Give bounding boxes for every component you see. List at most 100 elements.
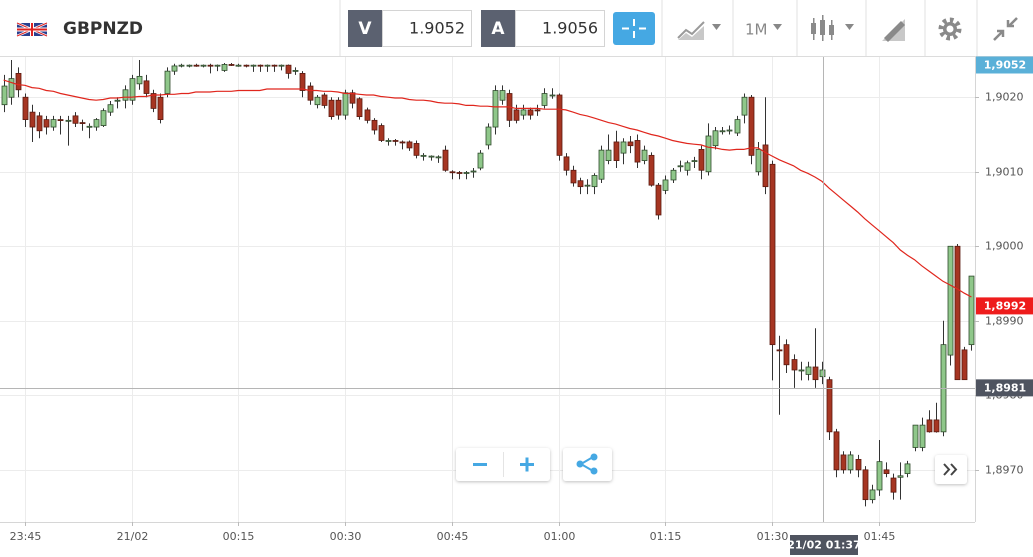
- candle-body: [855, 459, 862, 471]
- candle-body: [114, 99, 121, 102]
- y-tick-label: 1,8970: [985, 464, 1024, 477]
- bid-button[interactable]: V 1.9052: [348, 10, 472, 47]
- y-tick-label: 1,9010: [985, 166, 1024, 179]
- x-tick-label: 01:30: [757, 530, 789, 543]
- candle-body: [591, 175, 598, 188]
- price-markers: 1,9052 1,8992 1,8981: [976, 56, 1033, 397]
- candle-body: [534, 109, 541, 112]
- candle-body: [819, 369, 826, 378]
- candle-body: [705, 135, 712, 173]
- price-marker: [976, 297, 1033, 315]
- candle-body: [570, 169, 577, 184]
- candle-body: [79, 122, 86, 124]
- candle-body: [677, 165, 684, 168]
- candle-body: [527, 109, 534, 116]
- price-marker-label: 1,8992: [984, 299, 1026, 312]
- candle-body: [741, 96, 748, 116]
- candle-body: [349, 92, 356, 104]
- zoom-out-button[interactable]: [456, 448, 503, 481]
- candle-body: [65, 119, 72, 122]
- candle-body: [791, 359, 798, 371]
- candle-body: [904, 463, 911, 474]
- candle-body: [912, 424, 919, 448]
- candle-body: [150, 93, 157, 109]
- collapse-button[interactable]: [993, 17, 1018, 41]
- candle-body: [762, 144, 769, 188]
- candle-body: [541, 93, 548, 106]
- candle-body: [50, 119, 57, 128]
- candle-body: [712, 130, 719, 147]
- toolbar: GBPNZD V 1.9052 A 1.9056 1M: [0, 0, 1033, 57]
- scroll-to-end-button[interactable]: [935, 455, 967, 484]
- candle-body: [321, 94, 328, 106]
- candle-body: [214, 64, 221, 67]
- candle-body: [584, 184, 591, 187]
- y-tick-label: 1,9000: [985, 240, 1024, 253]
- candle-style-button[interactable]: [811, 15, 854, 41]
- ask-button[interactable]: A 1.9056: [481, 10, 605, 47]
- share-button[interactable]: [563, 448, 612, 481]
- ask-tag: [481, 10, 515, 47]
- plot: [1, 59, 975, 507]
- crosshair-button[interactable]: [613, 12, 655, 45]
- candle-body: [556, 94, 563, 156]
- candle-body: [783, 344, 790, 366]
- candle-body: [919, 424, 926, 448]
- draw-button[interactable]: [882, 19, 905, 42]
- candle-body: [171, 65, 178, 72]
- candle-body: [36, 115, 43, 132]
- candle-body: [406, 141, 413, 149]
- candle-body: [634, 140, 641, 163]
- candle-body: [285, 64, 292, 74]
- candle-body: [577, 180, 584, 188]
- candle-body: [798, 369, 805, 372]
- x-tick-label: 00:15: [223, 530, 255, 543]
- crosshair: 21/02 01:37: [0, 57, 975, 555]
- candle-body: [413, 143, 420, 156]
- candle-body: [328, 99, 335, 118]
- candle-body: [947, 245, 954, 356]
- y-tick-label: 1,9020: [985, 91, 1024, 104]
- x-tick-label: 01:00: [544, 530, 576, 543]
- candle-body: [136, 75, 143, 85]
- bid-box: [382, 10, 472, 47]
- candle-body: [840, 454, 847, 471]
- candle-body: [164, 70, 171, 94]
- candle-body: [826, 379, 833, 433]
- timeframe: 1M: [745, 21, 768, 39]
- candle-body: [257, 64, 264, 67]
- price-marker: [976, 379, 1033, 397]
- zoom-in-button[interactable]: [504, 448, 550, 481]
- x-tick-label: 21/02: [117, 530, 149, 543]
- flag-icon: [16, 21, 48, 38]
- candle-body: [221, 64, 228, 71]
- candle-body: [200, 64, 207, 67]
- candle-body: [627, 141, 634, 147]
- candle-body: [129, 78, 136, 101]
- candle-body: [620, 141, 627, 154]
- candle-body: [670, 169, 677, 181]
- candle-body: [420, 154, 427, 157]
- timeframe-button[interactable]: 1M: [745, 21, 782, 39]
- candle-body: [314, 96, 321, 106]
- chart-type-button[interactable]: [677, 21, 721, 40]
- settings-button[interactable]: [938, 17, 962, 41]
- candle-body: [243, 64, 250, 67]
- candle-body: [833, 431, 840, 471]
- candle-body: [513, 109, 520, 121]
- ask-box: [515, 10, 605, 47]
- candle-body: [847, 454, 854, 471]
- candle-body: [726, 129, 733, 132]
- candle-body: [662, 179, 669, 191]
- candle-body: [157, 96, 164, 120]
- candle-body: [869, 489, 876, 501]
- candle-body: [549, 94, 556, 97]
- candle-body: [93, 119, 100, 128]
- x-tick-label: 23:45: [10, 530, 42, 543]
- candle-body: [8, 78, 15, 98]
- candle-body: [613, 141, 620, 161]
- candle-body: [72, 115, 79, 124]
- candle-body: [307, 85, 314, 101]
- candle-body: [605, 149, 612, 161]
